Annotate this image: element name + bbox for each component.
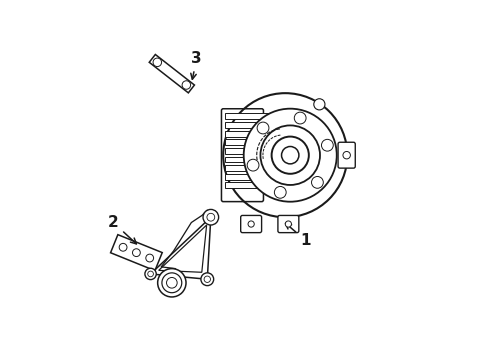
Bar xyxy=(225,165,267,171)
Circle shape xyxy=(260,125,319,185)
Circle shape xyxy=(201,273,213,285)
Circle shape xyxy=(157,269,185,297)
Circle shape xyxy=(203,210,218,225)
Bar xyxy=(225,139,267,145)
Text: 2: 2 xyxy=(108,215,136,244)
Circle shape xyxy=(145,254,153,262)
Circle shape xyxy=(132,249,140,257)
Bar xyxy=(225,113,267,120)
Circle shape xyxy=(285,221,291,227)
Circle shape xyxy=(313,99,325,110)
FancyBboxPatch shape xyxy=(221,109,263,202)
Bar xyxy=(225,148,267,154)
Circle shape xyxy=(182,81,190,89)
Circle shape xyxy=(294,112,305,124)
Circle shape xyxy=(321,139,333,151)
Polygon shape xyxy=(110,235,162,271)
Circle shape xyxy=(311,176,323,188)
Circle shape xyxy=(206,213,214,221)
Circle shape xyxy=(147,271,153,277)
Bar xyxy=(225,131,267,136)
Text: 3: 3 xyxy=(190,51,202,79)
Circle shape xyxy=(257,122,268,134)
Circle shape xyxy=(153,58,161,67)
Circle shape xyxy=(274,186,285,198)
FancyBboxPatch shape xyxy=(277,215,298,233)
FancyBboxPatch shape xyxy=(224,112,262,199)
Circle shape xyxy=(342,152,350,159)
Circle shape xyxy=(203,276,210,283)
Bar xyxy=(225,183,267,188)
FancyBboxPatch shape xyxy=(337,142,355,168)
Bar xyxy=(225,122,267,128)
Polygon shape xyxy=(149,54,194,93)
Bar xyxy=(225,174,267,180)
Circle shape xyxy=(166,278,177,288)
Circle shape xyxy=(247,221,254,227)
Circle shape xyxy=(162,273,182,293)
Circle shape xyxy=(144,268,156,280)
Circle shape xyxy=(119,243,127,251)
Circle shape xyxy=(281,147,298,164)
Bar xyxy=(225,157,267,162)
FancyBboxPatch shape xyxy=(240,215,261,233)
Circle shape xyxy=(246,159,259,171)
Circle shape xyxy=(243,109,336,202)
Circle shape xyxy=(271,136,308,174)
Text: 1: 1 xyxy=(285,223,311,248)
